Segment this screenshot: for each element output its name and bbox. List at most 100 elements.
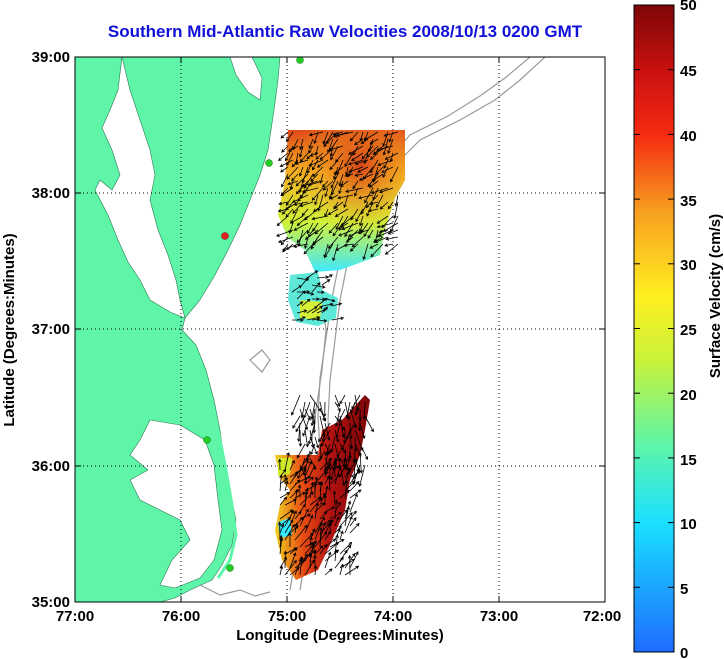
velocity-vector-arrow (379, 201, 389, 210)
velocity-vector-arrow (344, 173, 354, 178)
velocity-vector-arrow (320, 429, 331, 447)
velocity-vector-arrow (316, 290, 325, 294)
velocity-vector-arrow (344, 505, 350, 527)
colorbar-tick-label: 35 (680, 193, 697, 210)
velocity-vector-arrow (382, 166, 389, 178)
y-axis-label: Latitude (Degrees:Minutes) (1, 233, 18, 426)
velocity-vector-arrow (363, 222, 374, 238)
colorbar-tick-label: 10 (680, 516, 697, 533)
velocity-vector-arrow (306, 159, 314, 174)
velocity-vector-arrow (316, 159, 329, 168)
velocity-vector-arrow (362, 243, 369, 261)
velocity-vector-arrow (284, 523, 295, 541)
x-axis-ticks (74, 57, 606, 602)
velocity-vector-arrow (329, 539, 345, 548)
velocity-vector-arrow (312, 201, 329, 212)
velocity-vector-arrow (352, 180, 359, 190)
velocity-vector-arrow (349, 489, 362, 499)
velocity-vector-arrow (277, 236, 294, 244)
velocity-vector-arrow (291, 159, 299, 168)
velocity-vector-arrow (277, 458, 282, 471)
velocity-vector-arrow (349, 243, 359, 252)
velocity-vector-arrow (307, 464, 316, 480)
velocity-vector-arrow (303, 173, 314, 189)
velocity-vector-arrow (357, 166, 369, 173)
velocity-vector-arrow (322, 180, 329, 188)
velocity-vector-arrow (301, 298, 311, 307)
velocity-vector-arrow (304, 490, 309, 506)
velocity-vector-arrow (370, 187, 389, 195)
map-title: Southern Mid-Atlantic Raw Velocities 200… (107, 22, 583, 41)
velocity-vector-arrow (304, 514, 314, 534)
velocity-vector-arrow (337, 457, 342, 471)
velocity-vector-arrow (309, 536, 313, 548)
velocity-vector-arrow (311, 236, 324, 246)
velocity-vector-arrow (322, 401, 327, 418)
velocity-vector-arrow (334, 516, 340, 527)
velocity-vector-arrow (339, 563, 344, 576)
velocity-vector-arrow (299, 555, 304, 576)
x-tick-label: 77:00 (56, 608, 94, 625)
velocity-vector-arrow (294, 159, 309, 165)
velocity-vectors (276, 131, 399, 576)
velocity-vector-arrow (322, 180, 334, 191)
velocity-vector-arrow (359, 215, 364, 227)
velocity-vector-arrow (367, 229, 374, 239)
velocity-vector-arrow (319, 511, 328, 520)
velocity-vector-arrow (289, 552, 297, 569)
velocity-vector-arrow (347, 229, 364, 237)
velocity-vector-arrow (334, 549, 338, 562)
colorbar-tick-label: 30 (680, 257, 697, 274)
velocity-vector-arrow (307, 222, 314, 235)
velocity-vector-arrow (349, 131, 359, 142)
velocity-vector-arrow (355, 208, 364, 223)
velocity-vector-arrow (296, 316, 306, 321)
velocity-vector-arrow (324, 519, 334, 534)
velocity-vector-arrow (300, 401, 306, 419)
radar-stations (203, 57, 304, 572)
velocity-vector-arrow (344, 544, 352, 555)
velocity-vector-arrow (362, 166, 374, 180)
velocity-vector-arrow (344, 480, 356, 492)
velocity-vector-arrow (351, 394, 361, 410)
velocity-vector-arrow (334, 525, 342, 534)
velocity-vector-arrow (354, 138, 364, 146)
velocity-vector-arrow (289, 459, 295, 471)
x-tick-label: 74:00 (374, 608, 412, 625)
velocity-vector-arrow (279, 474, 283, 492)
velocity-vector-arrow (297, 422, 301, 443)
velocity-vector-arrow (358, 194, 374, 200)
velocity-vector-arrow (296, 309, 308, 314)
velocity-vector-arrow (310, 443, 316, 456)
radar-station-marker (203, 436, 211, 444)
velocity-vector-arrow (359, 443, 369, 461)
velocity-vector-arrow (286, 131, 294, 143)
velocity-vector-arrow (364, 415, 374, 433)
velocity-vector-arrow (349, 458, 358, 471)
velocity-vector-arrow (345, 187, 364, 193)
velocity-vector-arrow (308, 138, 314, 149)
velocity-vector-arrow (354, 173, 364, 177)
velocity-vector-arrow (324, 187, 329, 198)
velocity-vector-arrow (288, 532, 292, 548)
y-tick-label: 36:00 (32, 458, 70, 475)
velocity-vector-arrow (299, 201, 314, 208)
velocity-vector-arrow (296, 301, 304, 307)
velocity-vector-arrow (311, 159, 319, 171)
velocity-vector-arrow (331, 316, 345, 321)
velocity-vector-arrow (341, 429, 351, 452)
velocity-vector-arrow (293, 201, 309, 207)
velocity-vector-arrow (304, 476, 314, 485)
velocity-vector-arrow (309, 436, 318, 455)
velocity-vector-arrow (279, 537, 284, 555)
velocity-vector-arrow (381, 166, 394, 173)
velocity-vector-arrow (348, 145, 364, 155)
velocity-vector-arrow (393, 201, 399, 219)
velocity-vector-arrow (308, 131, 324, 137)
velocity-vector-arrow (349, 493, 358, 513)
colorbar-tick-label: 15 (680, 452, 697, 469)
velocity-vector-arrow (326, 274, 333, 279)
velocity-vector-arrow (286, 166, 299, 180)
velocity-vector-arrow (310, 173, 319, 182)
velocity-vector-arrow (313, 554, 317, 569)
